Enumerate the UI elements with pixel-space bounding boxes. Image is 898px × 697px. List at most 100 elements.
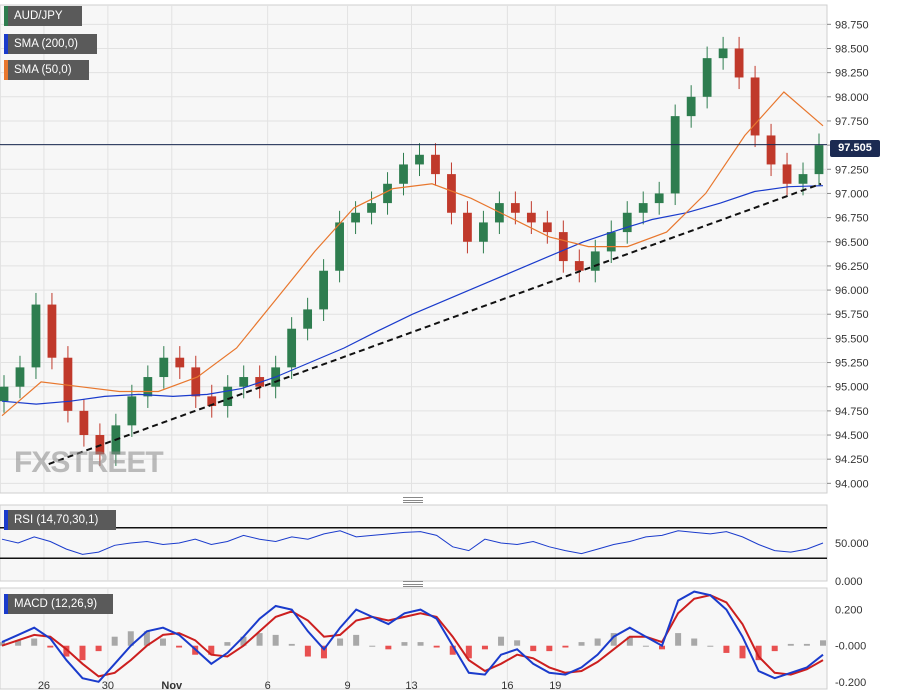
rsi-y-tick-label: 0.000 xyxy=(835,576,863,588)
macd-histogram-bar xyxy=(675,633,682,646)
macd-histogram-bar xyxy=(691,638,698,646)
y-tick-label: 94.500 xyxy=(835,430,869,442)
fxstreet-watermark: FXSTREET xyxy=(14,446,164,480)
candle-body xyxy=(191,367,201,397)
macd-y-tick-label: -0.200 xyxy=(835,677,866,689)
macd-histogram-bar xyxy=(578,642,585,646)
candle-body xyxy=(399,164,408,184)
legend-sma50[interactable]: SMA (50,0) xyxy=(4,60,89,80)
candle-body xyxy=(590,251,600,271)
candle-body xyxy=(479,222,488,242)
sma50-line xyxy=(1,91,824,417)
y-tick-label: 98.500 xyxy=(835,43,869,55)
candle-body xyxy=(558,232,568,262)
macd-histogram-bar xyxy=(626,636,633,646)
candle-body xyxy=(766,135,776,165)
y-tick-label: 94.250 xyxy=(835,454,869,466)
macd-y-tick-label: -0.000 xyxy=(835,641,866,653)
legend-symbol-swatch xyxy=(4,6,8,26)
macd-histogram-bar xyxy=(449,645,456,655)
macd-histogram-bar xyxy=(787,643,794,646)
legend-sma50-swatch xyxy=(4,60,8,80)
macd-histogram-bar xyxy=(546,645,553,652)
candle-body xyxy=(47,304,57,358)
candle-body xyxy=(750,77,760,136)
macd-histogram-bar xyxy=(320,645,327,659)
x-tick-label: 30 xyxy=(102,680,114,692)
legend-macd[interactable]: MACD (12,26,9) xyxy=(4,594,113,614)
macd-histogram-bar xyxy=(337,638,344,646)
candle-body xyxy=(31,304,41,368)
candle-body xyxy=(159,357,169,378)
macd-histogram-bar xyxy=(659,645,666,650)
x-tick-label: 19 xyxy=(549,680,561,692)
macd-histogram-bar xyxy=(63,645,70,657)
macd-histogram-bar xyxy=(288,643,295,646)
macd-histogram-bar xyxy=(803,643,810,646)
candle-body xyxy=(383,183,392,204)
candle-body xyxy=(686,96,696,117)
pane-resize-handle-rsi[interactable] xyxy=(403,497,423,503)
y-tick-label: 98.250 xyxy=(835,68,869,80)
y-tick-label: 94.000 xyxy=(835,478,869,490)
legend-rsi[interactable]: RSI (14,70,30,1) xyxy=(4,510,116,530)
x-tick-label: 13 xyxy=(405,680,417,692)
macd-histogram-bar xyxy=(240,636,247,646)
rsi-panel[interactable] xyxy=(0,527,827,559)
macd-y-tick-label: 0.200 xyxy=(835,605,863,617)
rsi-y-tick-label: 50.000 xyxy=(835,538,869,550)
macd-histogram-bar xyxy=(755,645,762,661)
candle-body xyxy=(79,410,89,436)
macd-histogram-bar xyxy=(31,638,38,646)
macd-histogram-bar xyxy=(369,645,376,647)
x-tick-label: 6 xyxy=(265,680,271,692)
macd-histogram-bar xyxy=(143,631,150,646)
y-tick-label: 97.000 xyxy=(835,188,869,200)
macd-histogram-bar xyxy=(594,638,601,646)
support-trendline xyxy=(48,182,822,465)
macd-histogram-bar xyxy=(820,640,826,646)
x-tick-label: Nov xyxy=(161,680,183,692)
legend-sma200[interactable]: SMA (200,0) xyxy=(4,34,97,54)
panel-background-0 xyxy=(0,4,828,494)
candle-body xyxy=(638,203,648,213)
candle-body xyxy=(718,48,728,59)
macd-histogram-bar xyxy=(272,634,279,646)
candle-body xyxy=(606,232,616,252)
pane-resize-handle-macd[interactable] xyxy=(403,581,423,587)
legend-symbol[interactable]: AUD/JPY xyxy=(4,6,82,26)
legend-sma200-swatch xyxy=(4,34,8,54)
candle-body xyxy=(447,174,456,213)
macd-histogram-bar xyxy=(127,631,134,646)
candle-body xyxy=(415,154,424,165)
candle-body xyxy=(431,154,440,175)
candle-body xyxy=(207,396,217,407)
y-tick-label: 94.750 xyxy=(835,406,869,418)
rsi-line xyxy=(1,530,824,555)
macd-histogram-bar xyxy=(465,645,472,659)
candle-body xyxy=(335,222,344,271)
y-tick-label: 95.750 xyxy=(835,309,869,321)
macd-line xyxy=(1,590,824,683)
y-tick-label: 97.250 xyxy=(835,164,869,176)
macd-signal-line xyxy=(1,594,824,678)
y-tick-label: 95.500 xyxy=(835,333,869,345)
candle-body xyxy=(319,270,329,310)
candle-body xyxy=(127,396,137,426)
legend-sma200-label: SMA (200,0) xyxy=(14,38,78,50)
macd-histogram-bar xyxy=(159,638,166,646)
price-panel[interactable] xyxy=(0,36,827,466)
y-tick-label: 95.000 xyxy=(835,382,869,394)
legend-macd-swatch xyxy=(4,594,8,614)
macd-histogram-bar xyxy=(498,636,505,646)
x-tick-label: 16 xyxy=(501,680,513,692)
macd-panel[interactable] xyxy=(0,590,826,683)
candle-body xyxy=(814,145,824,175)
candle-body xyxy=(463,212,472,242)
macd-histogram-bar xyxy=(562,645,569,648)
candle-body xyxy=(798,174,808,184)
x-tick-label: 9 xyxy=(345,680,351,692)
macd-histogram-bar xyxy=(208,645,215,655)
candle-body xyxy=(782,164,792,184)
